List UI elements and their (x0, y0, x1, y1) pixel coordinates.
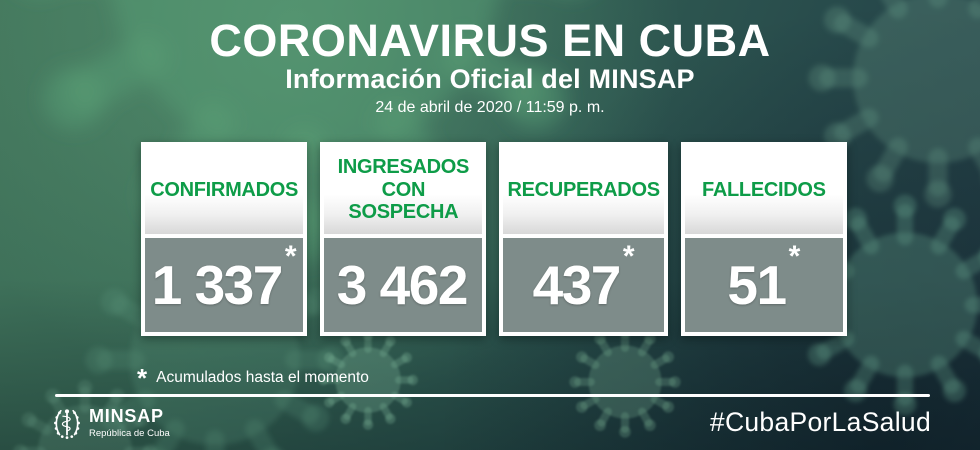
asterisk-marker: * (788, 240, 801, 273)
stat-card-fallecidos: FALLECIDOS 51 * (680, 142, 847, 336)
minsap-emblem-icon (54, 409, 80, 440)
stat-card-recuperados: RECUPERADOS 437 * (499, 142, 668, 336)
stat-value: 437 (532, 254, 622, 316)
stat-card-header: RECUPERADOS (503, 146, 664, 234)
stat-card-ingresados: INGRESADOS CON SOSPECHA 3 462 (320, 142, 487, 336)
stat-card-header: FALLECIDOS (684, 146, 843, 234)
footnote: * Acumulados hasta el momento (137, 358, 369, 393)
asterisk-icon: * (137, 363, 148, 393)
stat-card-header: INGRESADOS CON SOSPECHA (324, 146, 483, 234)
stat-label: FALLECIDOS (702, 178, 826, 201)
hashtag-cubaporlasalud: #CubaPorLaSalud (709, 407, 931, 437)
stat-value: 1 337 (151, 254, 284, 316)
stat-value-panel: 1 337 * (145, 238, 304, 332)
stat-card-confirmados: CONFIRMADOS 1 337 * (141, 142, 308, 336)
stat-value-panel: 437 * (503, 238, 664, 332)
page-subtitle: Información Oficial del MINSAP (285, 64, 695, 94)
asterisk-marker: * (622, 240, 635, 273)
stat-value: 51 (727, 254, 787, 316)
minsap-logo: MINSAP República de Cuba (52, 404, 170, 442)
stat-value-panel: 3 462 (324, 238, 483, 332)
stat-value-panel: 51 * (684, 238, 843, 332)
footer-divider (55, 394, 930, 397)
stat-cards-row: CONFIRMADOS 1 337 * INGRESADOS CON SOSPE… (141, 142, 847, 336)
page-title: CORONAVIRUS EN CUBA (209, 15, 771, 66)
minsap-logo-name: MINSAP (89, 406, 164, 427)
stat-label: CONFIRMADOS (150, 178, 299, 201)
stat-value: 3 462 (336, 254, 469, 316)
asterisk-marker: * (284, 240, 297, 273)
minsap-logo-text: MINSAP República de Cuba (89, 406, 170, 439)
stat-label: RECUPERADOS (507, 178, 660, 201)
minsap-logo-subtitle: República de Cuba (89, 427, 170, 439)
stat-card-header: CONFIRMADOS (145, 146, 304, 234)
stat-label: INGRESADOS CON SOSPECHA (337, 156, 470, 224)
report-date: 24 de abril de 2020 / 11:59 p. m. (375, 99, 605, 116)
footnote-text: Acumulados hasta el momento (156, 369, 369, 386)
